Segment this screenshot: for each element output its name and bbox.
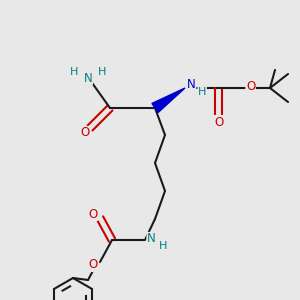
Text: H: H [159,241,167,251]
Text: O: O [214,116,224,128]
Text: H: H [98,67,106,77]
Text: O: O [80,127,90,140]
Polygon shape [152,88,185,112]
Text: N: N [187,79,196,92]
Text: N: N [84,71,92,85]
Text: H: H [70,67,78,77]
Text: H: H [198,87,206,97]
Text: O: O [88,208,98,220]
Text: O: O [246,80,255,94]
Text: O: O [88,259,98,272]
Text: N: N [147,232,156,245]
